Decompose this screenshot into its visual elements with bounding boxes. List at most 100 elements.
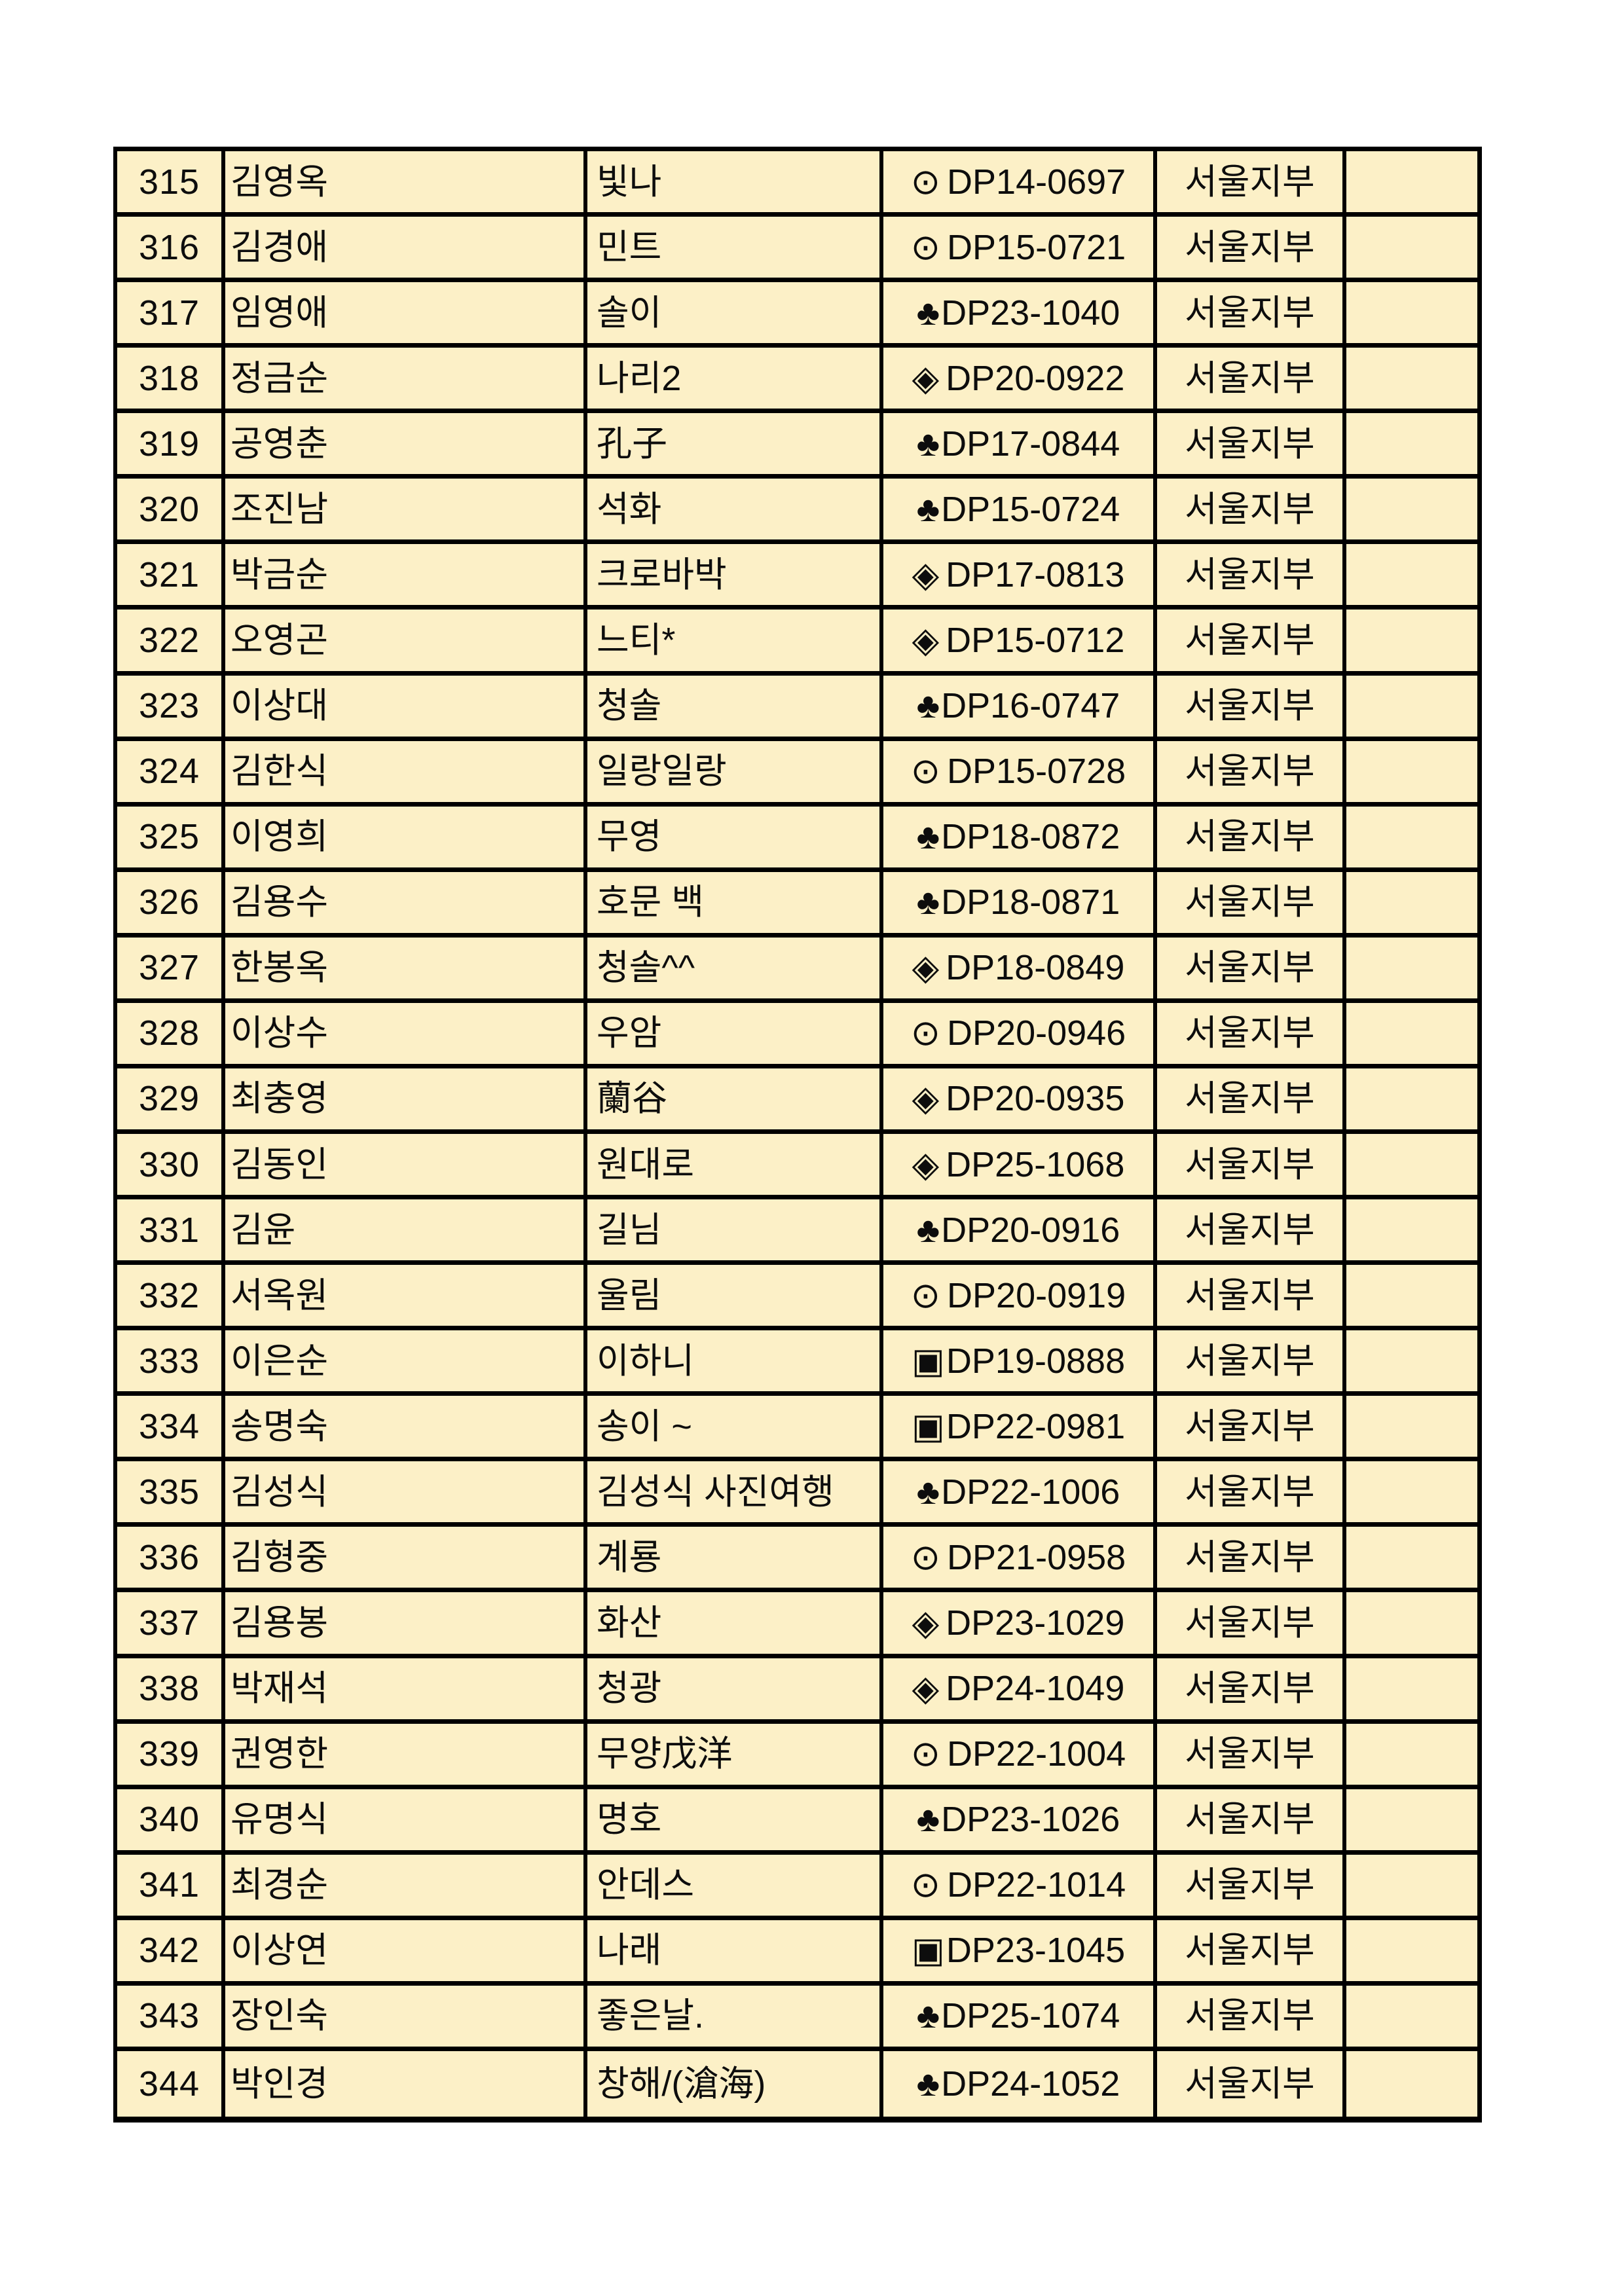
row-number-cell: 321	[117, 544, 225, 606]
member-name-cell: 박금순	[225, 544, 587, 606]
row-number-cell: 315	[117, 151, 225, 213]
nickname-cell: 우암	[587, 1002, 883, 1064]
empty-cell	[1346, 937, 1477, 998]
member-code-text: DP22-0981	[946, 1406, 1126, 1446]
empty-cell	[1346, 1920, 1477, 1981]
nickname-cell: 민트	[587, 217, 883, 278]
member-code-cell: ♣ DP18-0872	[883, 806, 1157, 867]
member-code-cell: ◈ DP24-1049	[883, 1658, 1157, 1719]
table-row: 316 김경애 민트 ⊙ DP15-0721 서울지부	[117, 217, 1477, 283]
branch-cell: 서울지부	[1157, 1789, 1346, 1850]
row-number-cell: 328	[117, 1002, 225, 1064]
row-number-cell: 318	[117, 348, 225, 409]
empty-cell	[1346, 675, 1477, 737]
table-row: 327 한봉옥 청솔^^ ◈ DP18-0849 서울지부	[117, 937, 1477, 1003]
member-name-cell: 김윤	[225, 1199, 587, 1261]
nickname-cell: 호문 백	[587, 871, 883, 933]
row-number-cell: 342	[117, 1920, 225, 1981]
table-row: 343 장인숙 좋은날. ♣ DP25-1074 서울지부	[117, 1985, 1477, 2051]
row-number-cell: 320	[117, 479, 225, 540]
branch-cell: 서울지부	[1157, 871, 1346, 933]
nickname-cell: 크로바박	[587, 544, 883, 606]
grade-symbol-icon: ⊙	[910, 752, 941, 792]
member-name-cell: 공영춘	[225, 413, 587, 475]
empty-cell	[1346, 1723, 1477, 1785]
table-row: 326 김용수 호문 백 ♣ DP18-0871 서울지부	[117, 871, 1477, 938]
member-code-cell: ▣ DP19-0888	[883, 1330, 1157, 1392]
table-row: 332 서옥원 울림 ⊙ DP20-0919 서울지부	[117, 1265, 1477, 1331]
member-code-cell: ♣ DP17-0844	[883, 413, 1157, 475]
grade-symbol-icon: ⊙	[910, 1013, 941, 1053]
member-name-cell: 이영희	[225, 806, 587, 867]
member-name-cell: 임영애	[225, 282, 587, 344]
branch-cell: 서울지부	[1157, 2050, 1346, 2117]
row-number-cell: 332	[117, 1265, 225, 1326]
empty-cell	[1346, 1330, 1477, 1392]
table-row: 317 임영애 솔이 ♣ DP23-1040 서울지부	[117, 282, 1477, 348]
table-row: 321 박금순 크로바박 ◈ DP17-0813 서울지부	[117, 544, 1477, 610]
table-row: 337 김용봉 화산 ◈ DP23-1029 서울지부	[117, 1592, 1477, 1658]
branch-cell: 서울지부	[1157, 806, 1346, 867]
member-name-cell: 유명식	[225, 1789, 587, 1850]
row-number-cell: 339	[117, 1723, 225, 1785]
member-code-text: DP22-1004	[947, 1734, 1126, 1774]
row-number-cell: 333	[117, 1330, 225, 1392]
member-code-cell: ♣ DP18-0871	[883, 871, 1157, 933]
nickname-cell: 창해/(滄海)	[587, 2050, 883, 2117]
grade-symbol-icon: ♣	[916, 1472, 940, 1512]
member-code-cell: ▣ DP23-1045	[883, 1920, 1157, 1981]
table-row: 323 이상대 청솔 ♣ DP16-0747 서울지부	[117, 675, 1477, 741]
empty-cell	[1346, 871, 1477, 933]
table-row: 318 정금순 나리2 ◈ DP20-0922 서울지부	[117, 348, 1477, 414]
member-code-cell: ⊙ DP15-0728	[883, 740, 1157, 802]
branch-cell: 서울지부	[1157, 1592, 1346, 1654]
branch-cell: 서울지부	[1157, 217, 1346, 278]
row-number-cell: 335	[117, 1461, 225, 1523]
grade-symbol-icon: ♣	[916, 883, 940, 922]
empty-cell	[1346, 1199, 1477, 1261]
table-row: 344 박인경 창해/(滄海) ♣ DP24-1052 서울지부	[117, 2050, 1477, 2117]
row-number-cell: 324	[117, 740, 225, 802]
grade-symbol-icon: ▣	[911, 1341, 945, 1381]
row-number-cell: 322	[117, 610, 225, 671]
empty-cell	[1346, 1265, 1477, 1326]
grade-symbol-icon: ▣	[911, 1406, 945, 1446]
branch-cell: 서울지부	[1157, 1068, 1346, 1129]
branch-cell: 서울지부	[1157, 675, 1346, 737]
grade-symbol-icon: ♣	[916, 817, 940, 857]
member-name-cell: 정금순	[225, 348, 587, 409]
nickname-cell: 송이 ~	[587, 1396, 883, 1457]
grade-symbol-icon: ⊙	[910, 1537, 941, 1577]
row-number-cell: 340	[117, 1789, 225, 1850]
nickname-cell: 나래	[587, 1920, 883, 1981]
grade-symbol-icon: ◈	[912, 358, 940, 398]
nickname-cell: 좋은날.	[587, 1985, 883, 2047]
member-name-cell: 송명숙	[225, 1396, 587, 1457]
member-code-cell: ♣ DP24-1052	[883, 2050, 1157, 2117]
empty-cell	[1346, 1789, 1477, 1850]
nickname-cell: 안데스	[587, 1854, 883, 1916]
table-row: 325 이영희 무영 ♣ DP18-0872 서울지부	[117, 806, 1477, 872]
branch-cell: 서울지부	[1157, 1854, 1346, 1916]
member-code-text: DP20-0935	[946, 1079, 1125, 1119]
row-number-cell: 317	[117, 282, 225, 344]
member-code-text: DP21-0958	[947, 1537, 1126, 1577]
row-number-cell: 326	[117, 871, 225, 933]
branch-cell: 서울지부	[1157, 413, 1346, 475]
member-code-text: DP20-0922	[946, 358, 1125, 398]
table-row: 341 최경순 안데스 ⊙ DP22-1014 서울지부	[117, 1854, 1477, 1920]
row-number-cell: 343	[117, 1985, 225, 2047]
nickname-cell: 느티*	[587, 610, 883, 671]
table-row: 340 유명식 명호 ♣ DP23-1026 서울지부	[117, 1789, 1477, 1855]
member-name-cell: 김성식	[225, 1461, 587, 1523]
member-code-cell: ◈ DP15-0712	[883, 610, 1157, 671]
member-code-text: DP20-0946	[947, 1013, 1126, 1053]
grade-symbol-icon: ♣	[916, 1210, 940, 1250]
row-number-cell: 331	[117, 1199, 225, 1261]
nickname-cell: 김성식 사진여행	[587, 1461, 883, 1523]
member-name-cell: 김동인	[225, 1133, 587, 1195]
member-code-text: DP17-0844	[941, 424, 1120, 464]
grade-symbol-icon: ⊙	[910, 162, 941, 202]
empty-cell	[1346, 544, 1477, 606]
member-code-text: DP25-1068	[946, 1144, 1125, 1184]
